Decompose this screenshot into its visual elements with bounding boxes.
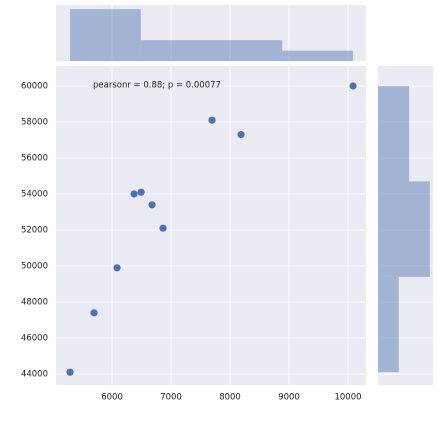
- histogram-bar: [140, 40, 212, 61]
- scatter-point: [208, 116, 216, 124]
- top-marginal-axes: [56, 5, 366, 61]
- scatter-point: [113, 264, 121, 272]
- scatter-point: [237, 130, 245, 139]
- x-tick-label: 10000: [334, 393, 361, 403]
- histogram-bar: [378, 181, 430, 277]
- scatter-point: [66, 368, 74, 376]
- scatter-point: [349, 82, 357, 90]
- x-tick-label: 7000: [160, 393, 182, 403]
- scatter-point: [137, 188, 145, 196]
- scatter-point: [130, 190, 138, 198]
- y-tick-label: 52000: [21, 226, 48, 236]
- y-tick-label: 50000: [21, 262, 48, 272]
- y-tick-label: 48000: [21, 298, 48, 308]
- scatter-point: [90, 309, 98, 317]
- x-tick-label: 6000: [101, 393, 123, 403]
- right-marginal-axes: [378, 66, 433, 385]
- y-tick-label: 54000: [21, 189, 48, 199]
- x-tick-label: 8000: [219, 393, 241, 403]
- main-axes: [56, 66, 366, 385]
- y-tick-label: 58000: [21, 117, 48, 127]
- histogram-bar: [378, 85, 410, 182]
- y-tick-label: 44000: [21, 370, 48, 380]
- annotation: pearsonr = 0.88; p = 0.00077: [93, 81, 221, 91]
- scatter-point: [159, 224, 167, 232]
- histogram-bar: [211, 40, 283, 61]
- x-tick-label: 9000: [278, 393, 300, 403]
- histogram-bar: [378, 276, 399, 373]
- y-tick-label: 56000: [21, 153, 48, 163]
- histogram-bar: [282, 50, 354, 61]
- y-tick-label: 46000: [21, 334, 48, 344]
- histogram-bar: [70, 9, 141, 62]
- y-tick-label: 60000: [21, 81, 48, 91]
- marks: [66, 9, 430, 376]
- scatter-point: [148, 201, 156, 209]
